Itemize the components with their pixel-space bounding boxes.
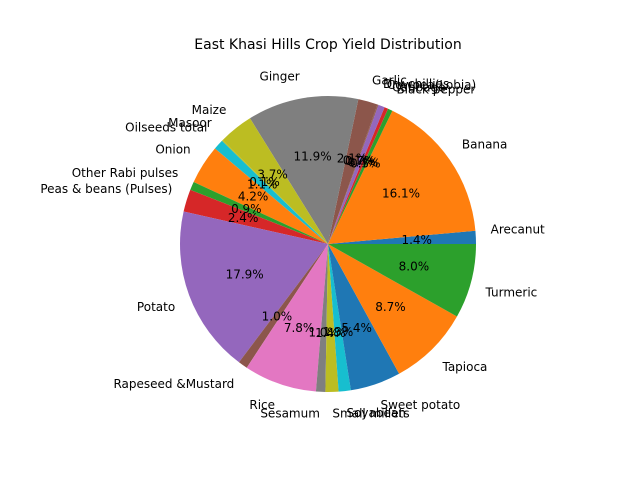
slice-label-cabbage: Cabbage (392, 80, 445, 94)
slice-percent-peas-beans-pulses: 2.4% (228, 211, 259, 225)
slice-percent-soyabean: 1.3% (323, 325, 354, 339)
pie-slice-black-pepper (328, 108, 393, 245)
pie-slice-arecanut (328, 230, 476, 244)
pie-slice-dry-chillies (328, 104, 379, 245)
slice-percent-garlic: 2.1% (337, 152, 368, 166)
pie-slice-masoor (221, 140, 328, 244)
slice-label-maize: Maize (192, 103, 227, 117)
slice-percent-cabbage: 0.4% (348, 155, 379, 169)
pie-slice-potato (180, 211, 328, 363)
slice-percent-other-rabi-pulses: 0.9% (231, 202, 262, 216)
slice-label-soyabean: Soyabean (346, 406, 405, 420)
pie-slice-sesamum (315, 244, 328, 392)
pie-slice-rice (246, 244, 328, 392)
pie-slice-onion (193, 148, 328, 244)
pie-slice-cowpea-lobia (328, 104, 385, 244)
slice-label-masoor: Masoor (168, 116, 212, 130)
slice-percent-sweet-potato: 5.4% (341, 321, 372, 335)
slice-percent-sesamum: 1.0% (308, 326, 339, 340)
pie-slice-garlic (328, 99, 378, 245)
slice-percent-rice: 7.8% (284, 321, 315, 335)
slice-label-banana: Banana (462, 137, 508, 151)
pie-slice-banana (328, 110, 476, 244)
chart-title: East Khasi Hills Crop Yield Distribution (194, 37, 461, 53)
slice-percent-maize: 3.7% (257, 168, 288, 182)
slice-label-small-millets: Small millets (332, 407, 409, 421)
slice-percent-arecanut: 1.4% (401, 233, 432, 247)
slice-percent-small-millets: 1.4% (315, 326, 346, 340)
slice-label-tapioca: Tapioca (441, 360, 487, 374)
slice-label-arecanut: Arecanut (491, 223, 545, 237)
pie-slices (180, 96, 476, 393)
slice-label-sesamum: Sesamum (260, 407, 320, 421)
slice-percent-banana: 16.1% (382, 186, 420, 200)
slice-label-oilseeds-total: Oilseeds total (125, 121, 207, 135)
slice-label-ginger: Ginger (260, 70, 300, 84)
pie-slice-cabbage (328, 107, 389, 245)
slice-label-rice: Rice (249, 398, 275, 412)
slice-percent-ginger: 11.9% (294, 150, 332, 164)
slice-percent-cowpea-lobia: 0.7% (345, 154, 376, 168)
slice-percent-dry-chillies: 0.1% (343, 153, 374, 167)
pie-slice-sweet-potato (328, 244, 400, 391)
slice-label-turmeric: Turmeric (484, 285, 537, 299)
pie-slice-oilseeds-total (214, 140, 328, 244)
pie-slice-tapioca (328, 244, 457, 374)
slice-label-sweet-potato: Sweet potato (380, 398, 460, 412)
pie-slice-peas-beans-pulses (183, 189, 328, 244)
pie-slice-soyabean (328, 244, 351, 392)
pie-labels: Arecanut 1.4% Banana 16.1% Black pepper 0.5% C… (40, 70, 545, 421)
pie-slice-ginger (249, 96, 359, 245)
slice-label-other-rabi-pulses: Other Rabi pulses (72, 166, 179, 180)
pie-slice-turmeric (328, 244, 476, 317)
slice-label-cowpea-lobia: Cowpea(Lobia) (387, 78, 476, 92)
slice-percent-rapeseed-mustard: 1.0% (262, 310, 293, 324)
pie-slice-other-rabi-pulses (190, 181, 328, 244)
slice-label-onion: Onion (155, 143, 190, 157)
slice-percent-oilseeds-total: 1.1% (247, 177, 278, 191)
slice-percent-masoor: 0.1% (249, 175, 280, 189)
slice-label-rapeseed-mustard: Rapeseed &Mustard (113, 377, 234, 391)
slice-label-black-pepper: Black pepper (396, 82, 475, 96)
slice-label-potato: Potato (137, 300, 175, 314)
pie-slice-rapeseed-mustard (238, 244, 328, 368)
slice-label-garlic: Garlic (372, 73, 407, 87)
slice-percent-potato: 17.9% (226, 268, 264, 282)
pie-slice-small-millets (325, 244, 339, 393)
slice-label-dry-chillies: Dry chillies (383, 77, 449, 91)
pie-slice-maize (222, 118, 328, 244)
slice-percent-turmeric: 8.0% (399, 260, 430, 274)
slice-percent-tapioca: 8.7% (375, 300, 406, 314)
slice-percent-onion: 4.2% (238, 189, 269, 203)
slice-label-peas-beans-pulses: Peas & beans (Pulses) (40, 182, 172, 196)
slice-percent-black-pepper: 0.5% (350, 156, 381, 170)
